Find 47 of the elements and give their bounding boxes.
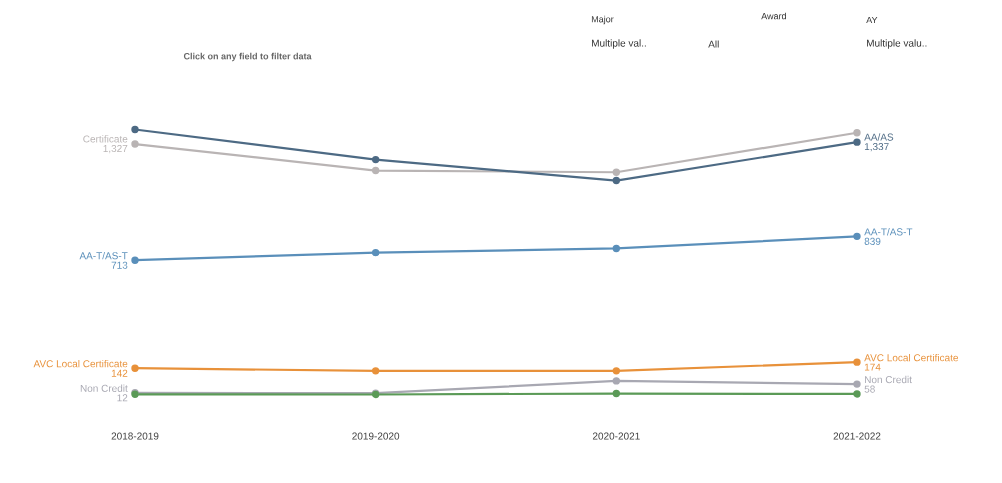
series-label: AA-T/AS-T — [864, 228, 913, 236]
text: AA-T/AS-T — [79, 251, 128, 260]
series-label: AVC Local Certificate — [864, 353, 959, 362]
point — [853, 129, 861, 137]
point — [853, 232, 861, 241]
data-label: 713 — [111, 261, 128, 269]
point — [371, 155, 380, 164]
point — [853, 138, 861, 146]
text: All — [708, 40, 719, 48]
point — [371, 248, 380, 257]
point — [371, 166, 380, 175]
point — [853, 380, 861, 388]
point — [853, 358, 861, 366]
series-label: Non Credit — [80, 384, 128, 392]
x-tick-label: 2019-2020 — [352, 432, 400, 440]
point — [131, 256, 139, 264]
text: Multiple valu.. — [867, 39, 927, 49]
text: AVC Local Certificate — [33, 359, 128, 368]
text: Multiple val.. — [592, 39, 646, 49]
point — [612, 377, 621, 385]
x-tick-label: 2021-2022 — [833, 432, 881, 440]
point — [131, 140, 139, 148]
point — [371, 367, 380, 375]
series-label: AA/AS — [864, 133, 894, 141]
x-tick-label: 2020-2021 — [592, 432, 640, 440]
point — [612, 389, 621, 398]
point — [131, 125, 139, 134]
text: AY — [866, 16, 878, 24]
point — [853, 390, 861, 398]
data-label: 58 — [864, 385, 875, 393]
data-label: 1,327 — [103, 144, 128, 154]
text: Major — [591, 15, 614, 25]
x-tick-label: 2018-2019 — [111, 432, 159, 440]
point — [612, 367, 621, 375]
data-label: 1,337 — [864, 143, 889, 152]
chart-subtitle: Click on any field to filter data — [183, 52, 312, 62]
text: Non Credit — [865, 375, 912, 384]
point — [612, 244, 621, 253]
data-label: 142 — [111, 369, 128, 377]
data-label: 174 — [864, 363, 881, 371]
point — [612, 168, 621, 176]
series-label: Certificate — [83, 135, 128, 143]
data-label: 12 — [117, 394, 128, 402]
data-label: 839 — [864, 237, 881, 245]
point — [612, 176, 621, 185]
text: Award — [761, 12, 786, 20]
point — [131, 364, 139, 372]
